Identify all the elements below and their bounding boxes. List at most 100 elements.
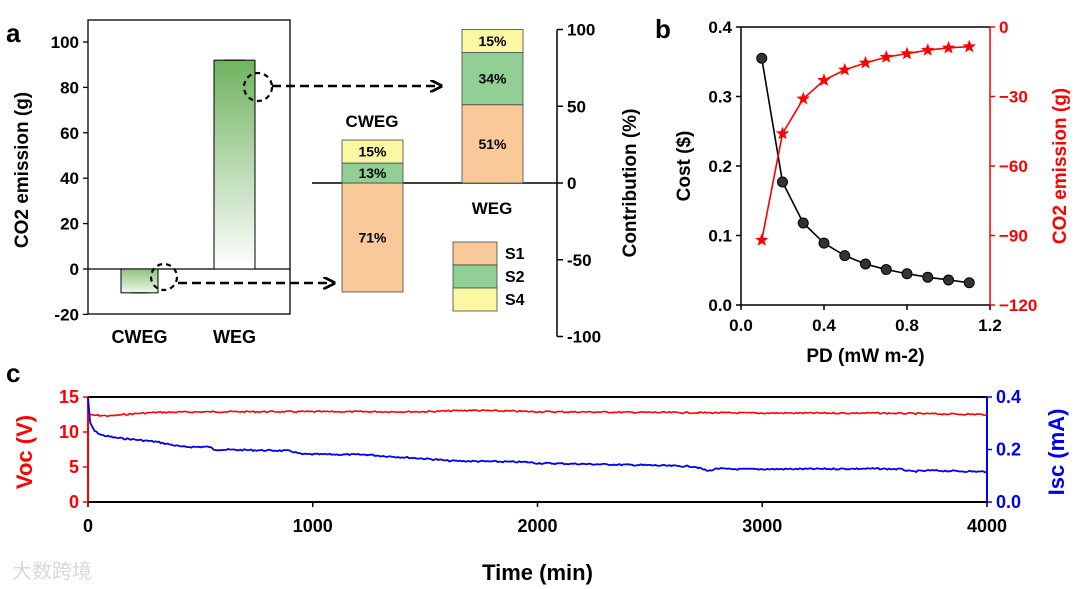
co2-line xyxy=(760,45,970,241)
cost-point xyxy=(839,250,851,262)
x-tick-label: 1.2 xyxy=(978,316,1002,335)
segment-label: 51% xyxy=(478,136,507,152)
cost-point xyxy=(797,217,809,229)
plot-frame-a xyxy=(87,19,291,315)
legend-swatch-s2 xyxy=(452,264,498,289)
segment-label: 15% xyxy=(478,33,507,49)
co2-star-point xyxy=(879,50,893,63)
cost-point xyxy=(880,264,892,276)
y-tick-label: 0.0 xyxy=(708,296,732,315)
y-tick-label: 80 xyxy=(60,78,79,97)
y2-tick-label: 0.2 xyxy=(996,440,1021,460)
y2-axis-label-co2: CO2 emission (g) xyxy=(1050,88,1071,244)
voc-line xyxy=(87,409,988,418)
y-tick-label: 5 xyxy=(69,457,79,477)
y-tick-label: 0 xyxy=(567,174,576,193)
x-tick-label: CWEG xyxy=(112,327,168,347)
x-axis-label: PD (mW m-2) xyxy=(806,346,924,367)
cost-point xyxy=(943,274,954,286)
x-tick-label: 2000 xyxy=(517,516,557,536)
y-tick-label: 60 xyxy=(60,124,79,143)
y-tick-label: 40 xyxy=(60,169,79,188)
y-tick-label: 15 xyxy=(59,387,79,407)
y-tick-label: 100 xyxy=(51,33,79,52)
cost-point xyxy=(901,268,913,280)
watermark: 大数跨境 xyxy=(12,560,92,583)
y-tick-label: 100 xyxy=(567,21,595,40)
x-tick-label: 1000 xyxy=(293,516,333,536)
cost-point xyxy=(777,176,788,188)
legend-swatch-s4 xyxy=(452,287,498,312)
x-axis-label: Time (min) xyxy=(482,560,593,585)
x-tick-label: 4000 xyxy=(967,516,1007,536)
y2-axis-label-isc: Isc (mA) xyxy=(1044,409,1069,496)
legend-swatch-s1 xyxy=(452,241,498,266)
co2-star-point xyxy=(838,62,852,76)
y2-tick-label: 0.4 xyxy=(996,387,1021,407)
legend-label: S1 xyxy=(505,246,525,263)
y-tick-label: 10 xyxy=(59,422,79,442)
co2-star-point xyxy=(796,91,810,105)
y-axis-label: CO2 emission (g) xyxy=(12,92,33,248)
y-tick-label: 50 xyxy=(567,97,586,116)
y2-tick-label: −90 xyxy=(999,227,1028,246)
co2-star-point xyxy=(900,46,914,60)
panel-label-c: c xyxy=(6,358,20,388)
legend-label: S4 xyxy=(505,292,525,309)
co2-star-point xyxy=(755,233,769,246)
cost-point xyxy=(860,258,871,270)
x-tick-label: 0.8 xyxy=(895,316,919,335)
y-tick-label: 0 xyxy=(70,260,79,279)
y-tick-label: -100 xyxy=(567,328,601,347)
cost-line xyxy=(760,58,970,284)
y2-tick-label: −60 xyxy=(999,157,1028,176)
segment-label: 15% xyxy=(358,144,387,160)
y-axis-label-cost: Cost ($) xyxy=(674,131,695,202)
y-tick-label: 0.3 xyxy=(708,88,732,107)
y-tick-label: 0.2 xyxy=(708,157,732,176)
y2-tick-label: 0 xyxy=(999,18,1008,37)
cost-point xyxy=(756,52,768,64)
y-tick-label: 0.4 xyxy=(708,18,732,37)
co2-star-point xyxy=(941,40,956,54)
segment-label: 34% xyxy=(478,71,507,87)
stack-segment-weg-s2 xyxy=(461,52,524,106)
co2-star-point xyxy=(775,126,790,140)
legend-label: S2 xyxy=(505,269,525,286)
y-tick-label: 20 xyxy=(60,215,79,234)
category-label-weg: WEG xyxy=(472,199,513,218)
stack-segment-cweg-s1 xyxy=(341,182,404,293)
segment-label: 13% xyxy=(358,165,387,181)
cost-point xyxy=(963,277,975,289)
y-tick-label: 0 xyxy=(69,492,79,512)
x-tick-label: 0.4 xyxy=(812,316,836,335)
isc-line xyxy=(87,396,988,474)
co2-star-point xyxy=(921,43,935,56)
panel-label-a: a xyxy=(6,18,21,48)
stack-segment-cweg-s4 xyxy=(341,139,404,164)
cost-point xyxy=(818,237,830,249)
y2-tick-label: 0.0 xyxy=(996,492,1021,512)
dashed-circle-cweg xyxy=(149,262,179,292)
y-tick-label: -20 xyxy=(54,305,79,324)
cost-point xyxy=(922,271,934,283)
y-tick-label: -50 xyxy=(567,251,592,270)
co2-star-point xyxy=(817,73,831,86)
segment-label: 71% xyxy=(358,229,387,245)
x-tick-label: WEG xyxy=(213,327,256,347)
category-label-cweg: CWEG xyxy=(346,112,399,131)
x-tick-label: 0 xyxy=(83,516,93,536)
bar-weg xyxy=(213,59,256,270)
y2-tick-label: −120 xyxy=(999,296,1037,315)
x-tick-label: 3000 xyxy=(742,516,782,536)
y2-tick-label: −30 xyxy=(999,88,1028,107)
y-axis-label-voc: Voc (V) xyxy=(12,415,37,489)
y-axis-label-contribution: Contribution (%) xyxy=(620,109,641,258)
x-tick-label: 0.0 xyxy=(729,316,753,335)
y-tick-label: 0.1 xyxy=(708,227,732,246)
stack-segment-weg-s4 xyxy=(461,29,524,53)
co2-star-point xyxy=(858,55,873,69)
co2-star-point xyxy=(962,39,976,53)
panel-label-b: b xyxy=(655,14,671,44)
